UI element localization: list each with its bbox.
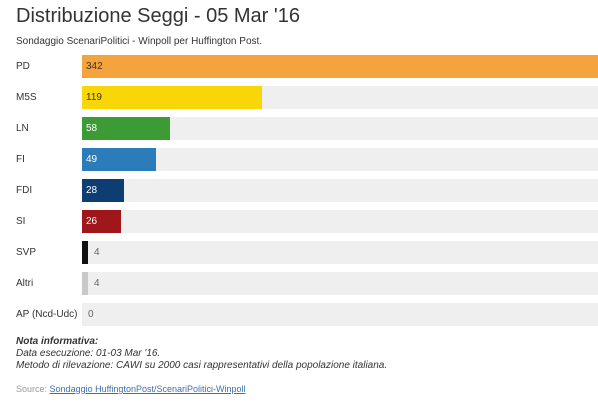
bar-row: FDI 28 bbox=[0, 175, 598, 206]
source-link[interactable]: Sondaggio HuffingtonPost/ScenariPolitici… bbox=[49, 384, 246, 394]
bar-track: 58 bbox=[82, 117, 598, 140]
category-label: SVP bbox=[16, 247, 37, 258]
bar-track: 4 bbox=[82, 241, 598, 264]
bar-row: Altri 4 bbox=[0, 268, 598, 299]
category-label: PD bbox=[16, 61, 30, 72]
value-label: 28 bbox=[86, 185, 98, 196]
bar bbox=[82, 117, 170, 140]
category-label: FI bbox=[16, 154, 25, 165]
bar bbox=[82, 86, 262, 109]
category-label: FDI bbox=[16, 185, 33, 196]
bar bbox=[82, 241, 88, 264]
value-label: 342 bbox=[86, 61, 103, 72]
value-label: 0 bbox=[88, 309, 94, 320]
value-label: 58 bbox=[86, 123, 98, 134]
bar-row: M5S 119 bbox=[0, 82, 598, 113]
bar-track: 4 bbox=[82, 272, 598, 295]
value-label: 4 bbox=[94, 278, 100, 289]
bar bbox=[82, 179, 124, 202]
value-label: 119 bbox=[86, 92, 102, 103]
bar bbox=[82, 210, 121, 233]
note-method: Metodo di rilevazione: CAWI su 2000 casi… bbox=[16, 360, 388, 371]
bar-track: 342 bbox=[82, 55, 598, 78]
source-label: Source: bbox=[16, 384, 48, 394]
bar-track: 119 bbox=[82, 86, 598, 109]
bar-track: 0 bbox=[82, 303, 598, 326]
bar-row: FI 49 bbox=[0, 144, 598, 175]
bar-row: SI 26 bbox=[0, 206, 598, 237]
value-label: 26 bbox=[86, 216, 98, 227]
info-note: Nota informativa: Data esecuzione: 01-03… bbox=[16, 336, 387, 372]
bar-row: SVP 4 bbox=[0, 237, 598, 268]
category-label: Altri bbox=[16, 278, 34, 289]
category-label: AP (Ncd-Udc) bbox=[16, 309, 78, 320]
chart-title: Distribuzione Seggi - 05 Mar '16 bbox=[16, 5, 300, 27]
bar bbox=[82, 272, 88, 295]
note-title: Nota informativa: bbox=[16, 336, 99, 347]
bar-track: 49 bbox=[82, 148, 598, 171]
bar-track: 26 bbox=[82, 210, 598, 233]
value-label: 49 bbox=[86, 154, 98, 165]
category-label: M5S bbox=[16, 92, 37, 103]
note-date: Data esecuzione: 01-03 Mar '16. bbox=[16, 348, 161, 359]
bar bbox=[82, 148, 156, 171]
bar-chart: PD 342 M5S 119 LN 58 FI 49 FDI 28 SI 26 SVP 4 Altri 4 AP… bbox=[0, 51, 598, 331]
bar bbox=[82, 55, 598, 78]
bar-track: 28 bbox=[82, 179, 598, 202]
bar-row: AP (Ncd-Udc) 0 bbox=[0, 299, 598, 330]
chart-subtitle: Sondaggio ScenariPolitici - Winpoll per … bbox=[16, 36, 263, 47]
bar-row: LN 58 bbox=[0, 113, 598, 144]
bar-row: PD 342 bbox=[0, 51, 598, 82]
value-label: 4 bbox=[94, 247, 100, 258]
category-label: SI bbox=[16, 216, 26, 227]
source-line: Source: Sondaggio HuffingtonPost/Scenari… bbox=[16, 384, 246, 394]
category-label: LN bbox=[16, 123, 29, 134]
